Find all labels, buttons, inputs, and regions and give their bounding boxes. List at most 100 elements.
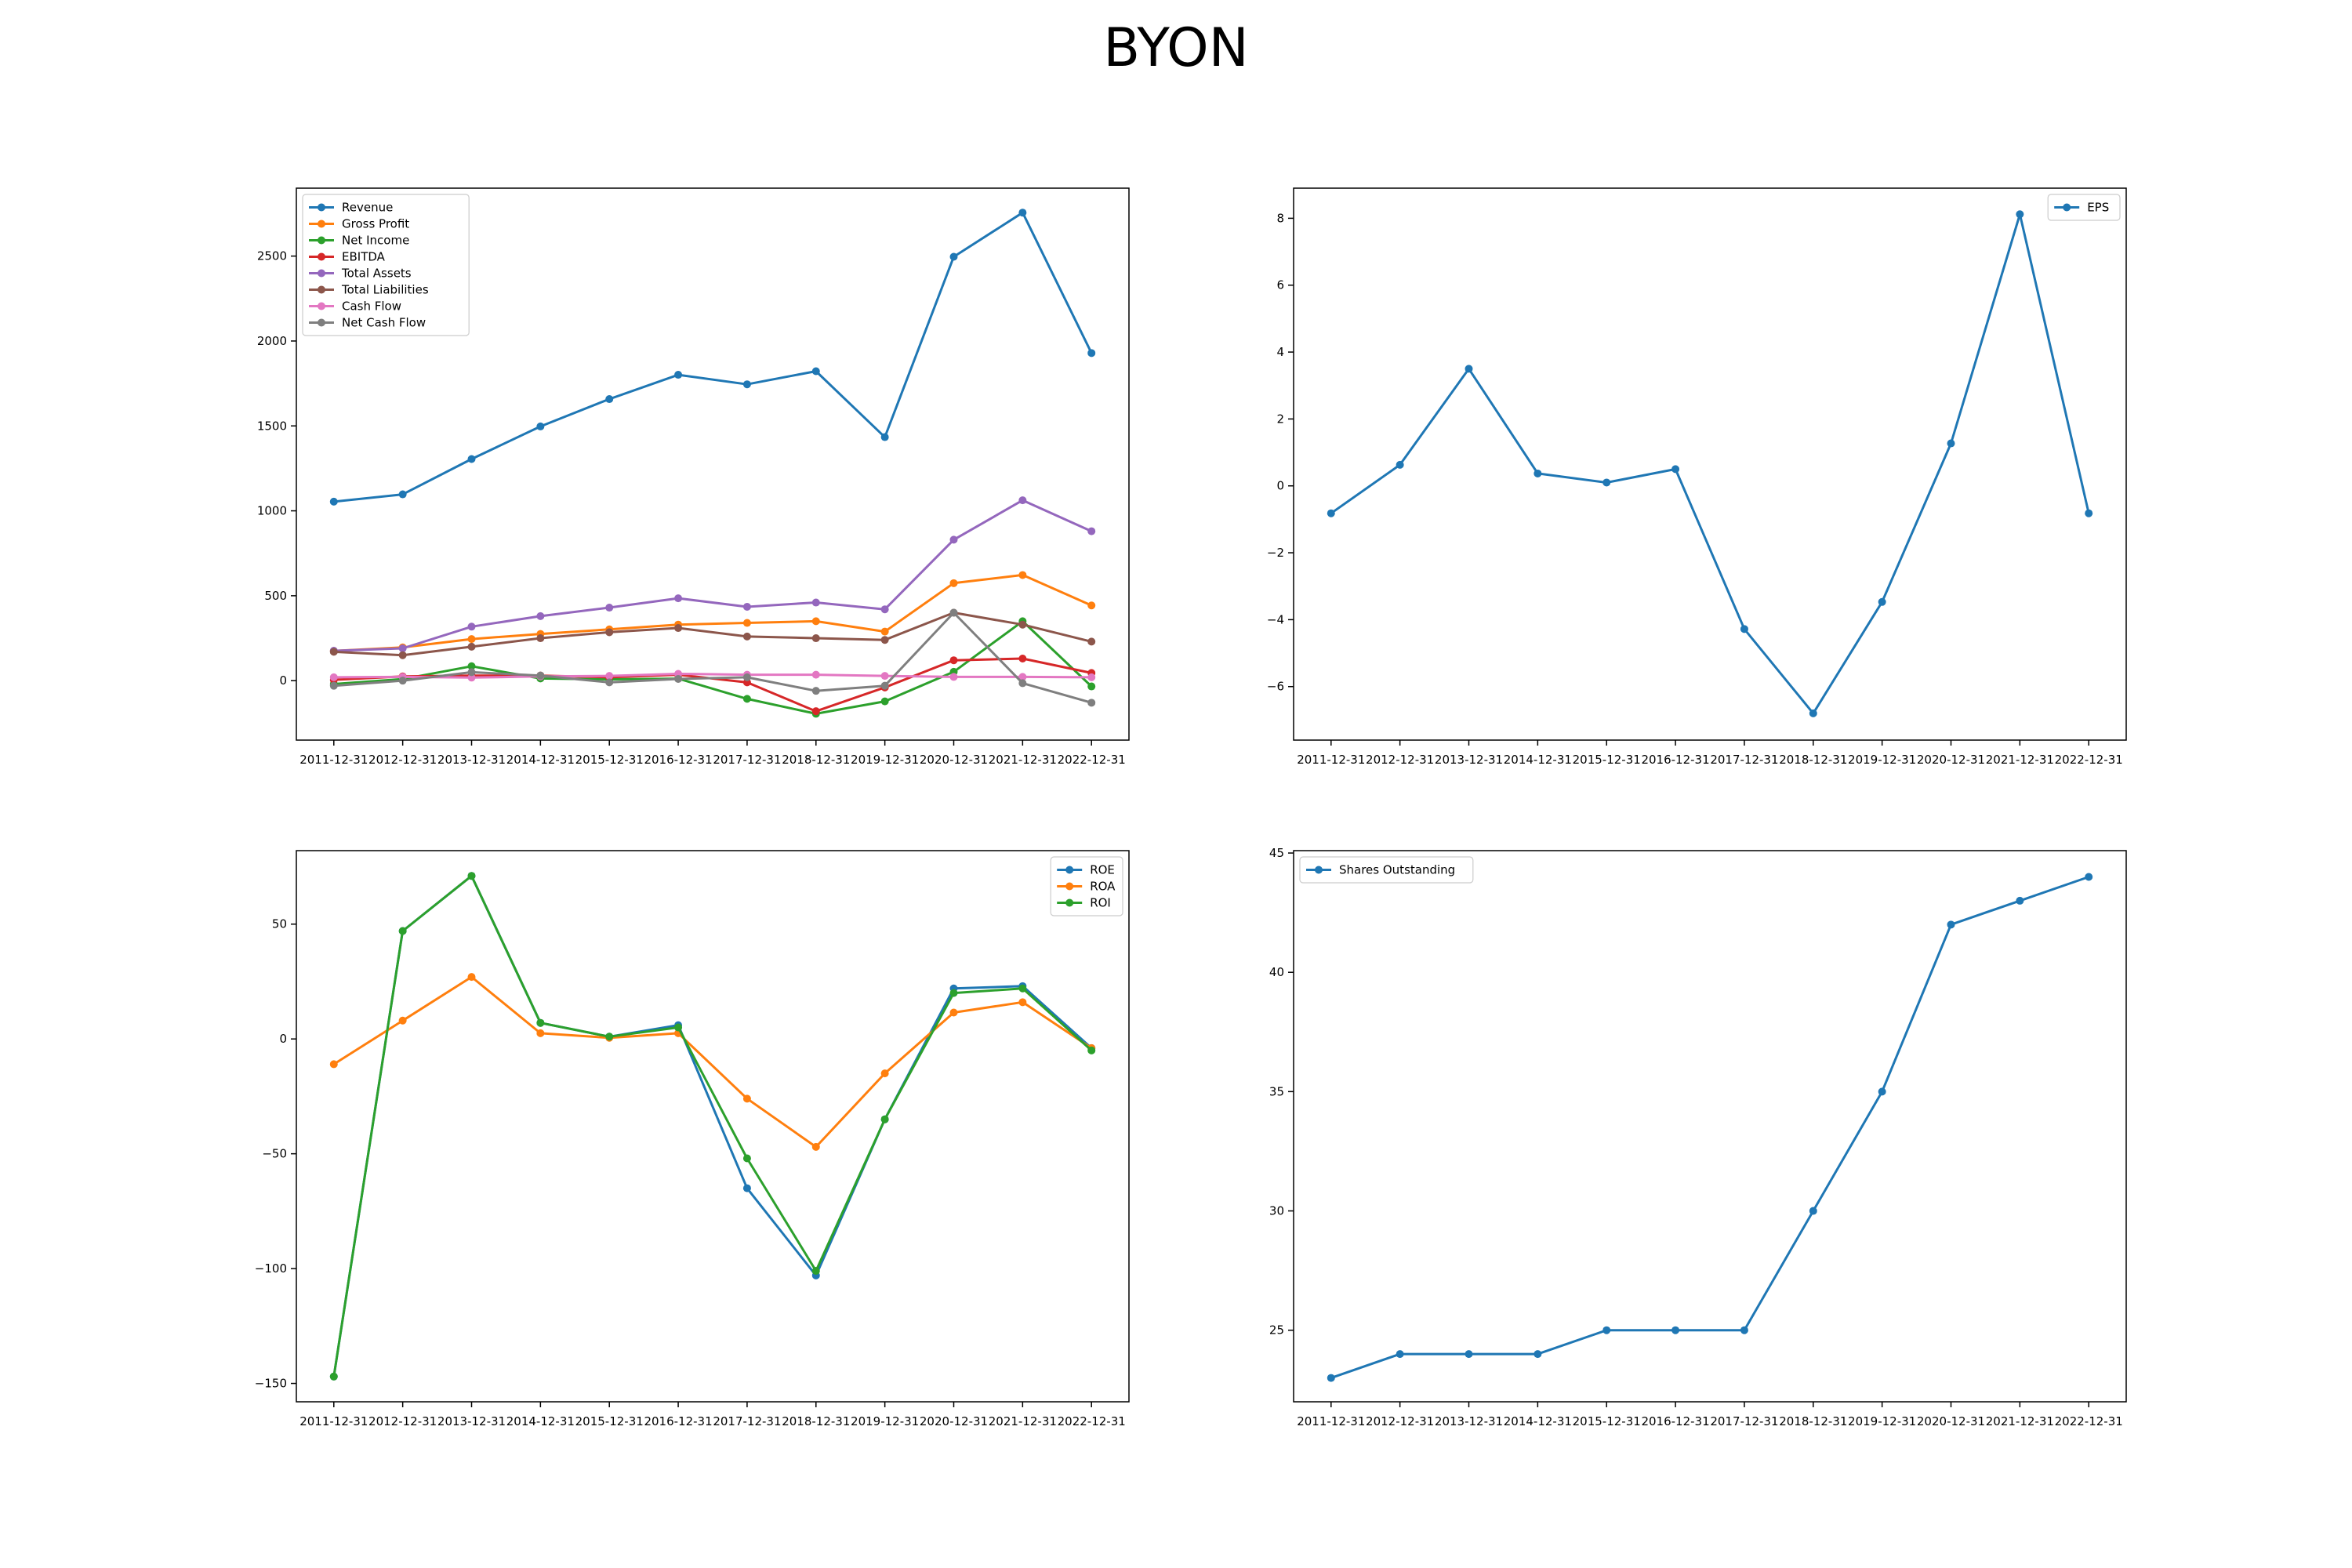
data-point <box>1465 1350 1473 1359</box>
y-tick-label: 25 <box>1269 1323 1284 1338</box>
legend-marker <box>318 302 325 310</box>
x-tick-label: 2018-12-31 <box>782 1414 850 1428</box>
x-tick-label: 2021-12-31 <box>1986 753 2054 767</box>
x-tick-label: 2011-12-31 <box>1297 753 1365 767</box>
data-point <box>742 1184 751 1192</box>
data-point <box>1018 209 1027 217</box>
x-tick-label: 2016-12-31 <box>1641 1414 1709 1428</box>
x-tick-label: 2015-12-31 <box>1573 753 1641 767</box>
y-tick-label: −6 <box>1267 680 1284 694</box>
data-point <box>742 1154 751 1163</box>
data-point <box>2016 210 2024 219</box>
x-tick-label: 2019-12-31 <box>851 753 919 767</box>
x-tick-label: 2014-12-31 <box>1504 1414 1572 1428</box>
series-line <box>1330 876 2089 1380</box>
x-tick-label: 2020-12-31 <box>920 1414 988 1428</box>
data-point <box>605 678 614 687</box>
financials-chart: 2011-12-31 2012-12-31 2013-12-31 2014-12-31… <box>257 187 1130 767</box>
data-point <box>742 380 751 389</box>
y-tick-label: 1500 <box>257 419 287 433</box>
legend: ROE ROA ROI <box>1050 856 1123 916</box>
data-point <box>1087 699 1096 707</box>
x-tick-label: 2013-12-31 <box>437 1414 506 1428</box>
data-point <box>398 490 407 499</box>
data-point <box>1087 682 1096 691</box>
legend-frame <box>302 194 470 336</box>
legend-label: Total Liabilities <box>341 283 429 297</box>
data-point <box>1327 509 1335 517</box>
series-line <box>333 499 1092 652</box>
series-line <box>333 619 1093 715</box>
y-tick-label: 2500 <box>257 249 287 263</box>
data-point <box>398 927 407 935</box>
returns-chart: 2011-12-31 2012-12-31 2013-12-31 2014-12-31… <box>255 850 1130 1428</box>
legend-marker <box>318 203 325 212</box>
data-point <box>329 1060 338 1069</box>
x-tick-label: 2020-12-31 <box>1917 1414 1985 1428</box>
data-point <box>742 632 751 641</box>
data-point <box>1671 465 1680 474</box>
data-point <box>811 634 820 643</box>
data-point <box>811 1267 820 1276</box>
data-point <box>329 497 338 506</box>
legend-label: Revenue <box>342 201 393 215</box>
legend-label: Net Income <box>342 234 409 248</box>
data-point <box>1018 655 1027 663</box>
legend-label: EBITDA <box>342 250 386 264</box>
legend-label: Net Cash Flow <box>342 316 426 330</box>
data-point <box>1878 597 1886 606</box>
series-gross-profit <box>329 571 1096 655</box>
x-tick-label: 2016-12-31 <box>1641 753 1709 767</box>
x-tick-label: 2011-12-31 <box>1297 1414 1365 1428</box>
data-point <box>398 651 407 659</box>
series-net-cash-flow <box>329 608 1096 707</box>
y-tick-label: 2 <box>1276 412 1284 426</box>
data-point <box>880 605 889 614</box>
data-point <box>467 622 476 631</box>
y-tick-label: 50 <box>272 917 287 931</box>
x-tick-label: 2018-12-31 <box>1779 753 1847 767</box>
x-tick-label: 2014-12-31 <box>506 1414 575 1428</box>
data-point <box>811 617 820 626</box>
data-point <box>1018 984 1027 993</box>
y-tick-label: −150 <box>255 1377 287 1391</box>
data-point <box>536 1029 545 1037</box>
y-tick-label: 30 <box>1269 1204 1284 1218</box>
data-point <box>1087 601 1096 610</box>
axes-frame <box>1293 850 2127 1403</box>
data-point <box>880 672 889 681</box>
data-point <box>398 677 407 685</box>
data-point <box>742 673 751 681</box>
data-point <box>880 433 889 441</box>
data-point <box>949 608 958 617</box>
series-roa <box>329 973 1096 1151</box>
x-tick-label: 2012-12-31 <box>1366 1414 1434 1428</box>
y-tick-label: 40 <box>1269 965 1284 979</box>
data-point <box>674 624 683 633</box>
legend-label: Total Assets <box>341 267 412 281</box>
data-point <box>2085 873 2093 881</box>
data-point <box>329 648 338 656</box>
data-point <box>742 619 751 627</box>
series-line <box>333 612 1092 657</box>
x-tick-label: 2017-12-31 <box>713 753 781 767</box>
x-tick-label: 2013-12-31 <box>1435 1414 1503 1428</box>
data-point <box>880 636 889 644</box>
legend-marker <box>318 252 325 261</box>
legend-frame <box>2047 194 2121 221</box>
x-tick-label: 2015-12-31 <box>575 1414 644 1428</box>
axes-frame <box>296 187 1130 741</box>
data-point <box>1396 1350 1404 1359</box>
shares-outstanding-chart: 2011-12-31 2012-12-31 2013-12-31 2014-12-31… <box>1269 846 2127 1428</box>
x-tick-label: 2019-12-31 <box>1848 1414 1916 1428</box>
data-point <box>536 1018 545 1027</box>
data-point <box>674 1023 683 1032</box>
axes-frame <box>296 850 1130 1403</box>
data-point <box>536 612 545 620</box>
series-line <box>333 573 1092 652</box>
series-roe <box>329 872 1096 1381</box>
data-point <box>467 872 476 880</box>
series-line <box>332 975 1093 1149</box>
data-point <box>1396 460 1404 469</box>
